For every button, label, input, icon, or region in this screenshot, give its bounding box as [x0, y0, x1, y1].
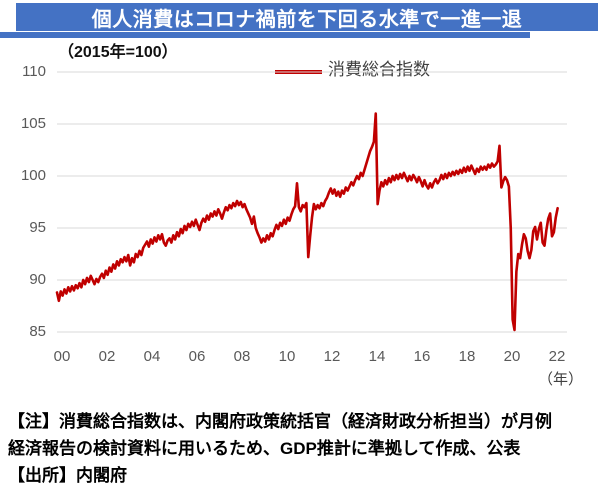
consumption-index-line [55, 112, 559, 332]
x-tick-00: 00 [53, 348, 71, 365]
x-tick-06: 06 [188, 348, 206, 365]
y-tick-105: 105 [20, 115, 46, 132]
y-tick-85: 85 [29, 323, 46, 340]
footnote-line-2: 経済報告の検討資料に用いるため、GDP推計に準拠して作成、公表 [8, 439, 521, 458]
footnotes: 【注】消費総合指数は、内閣府政策統括官（経済財政分析担当）が月例 経済報告の検討… [8, 408, 598, 489]
page-title: 個人消費はコロナ禍前を下回る水準で一進一退 [91, 8, 523, 31]
y-tick-100: 100 [20, 167, 46, 184]
legend-label: 消費総合指数 [328, 60, 430, 79]
footnote-line-3: 【出所】内閣府 [8, 466, 127, 485]
x-tick-10: 10 [278, 348, 296, 365]
x-tick-12: 12 [323, 348, 341, 365]
x-tick-14: 14 [368, 348, 386, 365]
y-tick-90: 90 [29, 271, 46, 288]
y-tick-110: 110 [22, 63, 46, 80]
x-tick-18: 18 [458, 348, 476, 365]
x-axis-unit-label: （年） [538, 371, 584, 388]
y-tick-95: 95 [29, 219, 46, 236]
x-tick-04: 04 [143, 348, 161, 365]
x-tick-22: 22 [548, 348, 566, 365]
x-tick-02: 02 [98, 348, 116, 365]
x-tick-20: 20 [503, 348, 521, 365]
chart-subtitle: （2015年=100） [58, 44, 178, 61]
banner-underline [0, 32, 530, 38]
title-banner: 個人消費はコロナ禍前を下回る水準で一進一退 [16, 3, 598, 31]
x-tick-16: 16 [413, 348, 431, 365]
x-tick-08: 08 [233, 348, 251, 365]
footnote-line-1: 【注】消費総合指数は、内閣府政策統括官（経済財政分析担当）が月例 [8, 412, 552, 431]
